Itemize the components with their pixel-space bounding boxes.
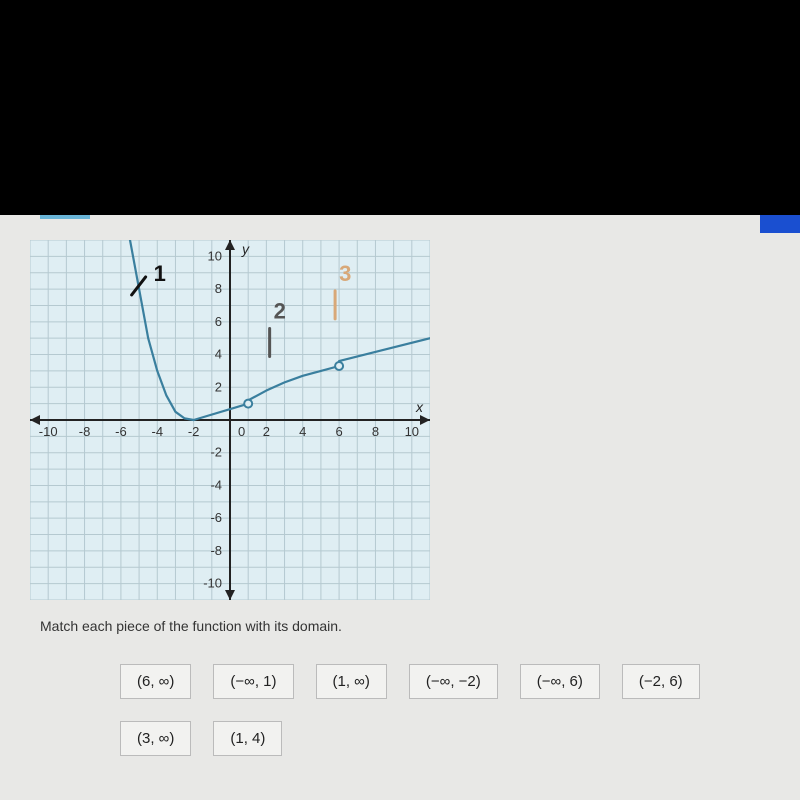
answer-options: (6, ∞) (−∞, 1) (1, ∞) (−∞, −2) (−∞, 6) (−2, 6…	[120, 664, 760, 756]
answer-option[interactable]: (1, 4)	[213, 721, 282, 756]
svg-text:-10: -10	[39, 424, 58, 439]
svg-text:10: 10	[405, 424, 419, 439]
answer-option[interactable]: (6, ∞)	[120, 664, 191, 699]
tab-highlight	[40, 215, 90, 219]
answer-option[interactable]: (3, ∞)	[120, 721, 191, 756]
svg-text:8: 8	[215, 281, 222, 296]
svg-text:-6: -6	[115, 424, 127, 439]
svg-text:3: 3	[339, 261, 351, 286]
svg-text:-2: -2	[210, 445, 222, 460]
content-area: -10 -8 -6 -4 -2 2 4 6 8 10 -10 -8 -6 -4 -2 2 4 6 8 10 0 y x 1 2 3…	[0, 215, 800, 800]
top-black-bar	[0, 0, 800, 215]
svg-text:6: 6	[335, 424, 342, 439]
blue-edge-decoration	[760, 215, 800, 233]
svg-text:y: y	[241, 241, 250, 257]
svg-text:1: 1	[154, 261, 166, 286]
chart-container: -10 -8 -6 -4 -2 2 4 6 8 10 -10 -8 -6 -4 -2 2 4 6 8 10 0 y x 1 2 3	[30, 240, 780, 600]
svg-text:4: 4	[215, 347, 222, 362]
answer-option[interactable]: (−∞, 6)	[520, 664, 600, 699]
svg-text:2: 2	[274, 299, 286, 324]
svg-text:6: 6	[215, 314, 222, 329]
prompt-text: Match each piece of the function with it…	[40, 618, 780, 634]
svg-text:-4: -4	[151, 424, 163, 439]
answer-option[interactable]: (−∞, −2)	[409, 664, 498, 699]
svg-text:2: 2	[263, 424, 270, 439]
svg-text:0: 0	[238, 424, 245, 439]
svg-text:4: 4	[299, 424, 306, 439]
svg-text:10: 10	[208, 248, 222, 263]
answer-option[interactable]: (−∞, 1)	[213, 664, 293, 699]
svg-text:-8: -8	[210, 543, 222, 558]
svg-text:-4: -4	[210, 477, 222, 492]
answer-option[interactable]: (−2, 6)	[622, 664, 700, 699]
answer-option[interactable]: (1, ∞)	[316, 664, 387, 699]
svg-text:8: 8	[372, 424, 379, 439]
function-graph: -10 -8 -6 -4 -2 2 4 6 8 10 -10 -8 -6 -4 -2 2 4 6 8 10 0 y x 1 2 3	[30, 240, 430, 600]
svg-text:-6: -6	[210, 510, 222, 525]
svg-text:x: x	[415, 399, 424, 415]
svg-text:-10: -10	[203, 576, 222, 591]
svg-text:2: 2	[215, 379, 222, 394]
svg-text:-2: -2	[188, 424, 200, 439]
svg-text:-8: -8	[79, 424, 91, 439]
